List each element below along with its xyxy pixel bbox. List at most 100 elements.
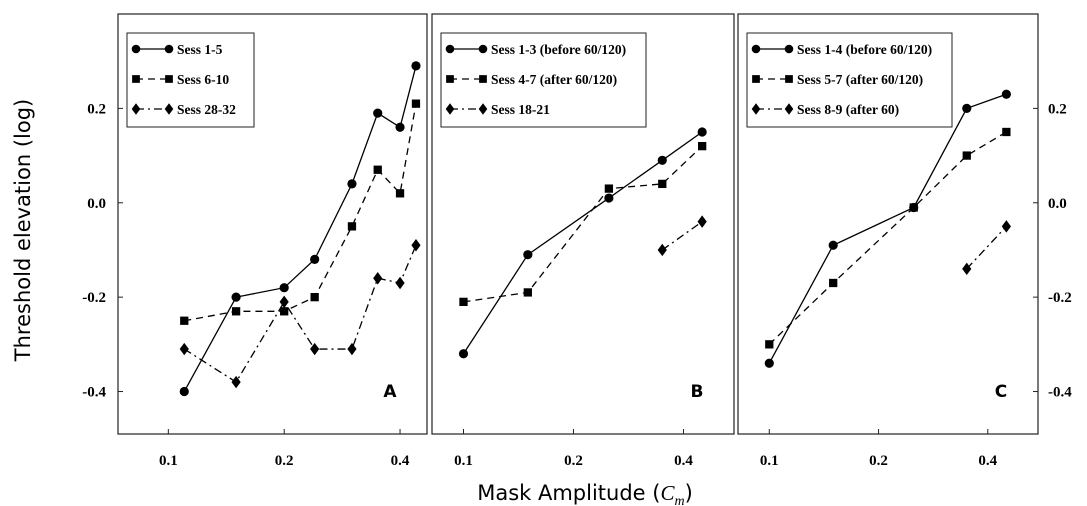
legend-marker [164, 44, 174, 54]
legend-marker [131, 44, 141, 54]
legend-marker [165, 75, 173, 83]
panel-letter: A [383, 382, 397, 402]
data-point [962, 262, 972, 276]
data-point [231, 292, 241, 302]
x-tick-label: 0.2 [275, 453, 294, 469]
legend-marker [131, 103, 141, 115]
data-point [1001, 89, 1011, 99]
series-2 [180, 99, 421, 325]
data-point [411, 99, 421, 108]
data-point [604, 193, 614, 203]
series-line [768, 131, 1007, 345]
legend-label: Sess 8-9 (after 60) [797, 102, 899, 117]
data-point [1002, 127, 1011, 137]
legend-label: Sess 6-10 [177, 72, 229, 87]
legend-marker [784, 44, 794, 54]
data-point [657, 243, 667, 257]
data-point [657, 155, 667, 165]
legend-marker [445, 44, 455, 54]
x-tick-label: 0.4 [978, 453, 997, 469]
legend-label: Sess 18-21 [491, 102, 550, 117]
legend-marker [479, 75, 487, 83]
y-tick-label: 0.2 [1048, 101, 1067, 117]
y-tick-label: -0.2 [82, 290, 106, 306]
panel-b: 0.1 0.2 0.4 Sess 1-3 (before 60/120) Sess 4-… [431, 13, 735, 469]
data-point [765, 340, 774, 349]
series-line [966, 225, 1007, 270]
legend-marker [478, 44, 488, 54]
panel-c: 0.1 0.2 0.4 -0.4 -0.2 0.0 0.2 Sess 1-4 (before … [737, 13, 1072, 469]
series-1 [458, 127, 707, 359]
legend-marker [478, 103, 488, 115]
data-point [658, 179, 667, 189]
data-point [395, 189, 405, 198]
data-point [829, 278, 838, 288]
data-point [310, 293, 319, 302]
data-point [962, 151, 971, 160]
data-point [347, 179, 357, 189]
data-point [411, 61, 421, 71]
legend: Sess 1-4 (before 60/120) Sess 5-7 (after … [746, 32, 953, 128]
series-1 [179, 61, 421, 397]
y-tick-label: 0.0 [1048, 196, 1067, 212]
data-point [828, 240, 838, 250]
legend: Sess 1-3 (before 60/120) Sess 4-7 (after … [440, 32, 647, 128]
legend-marker [785, 75, 793, 83]
panel-letter: B [691, 382, 704, 402]
legend-marker [751, 44, 761, 54]
series-line [463, 145, 703, 303]
panel-frame [431, 13, 735, 435]
legend-label: Sess 1-4 (before 60/120) [797, 42, 932, 57]
data-point [764, 358, 774, 368]
series-3 [962, 220, 1011, 276]
data-point [604, 184, 614, 193]
x-tick-label: 0.4 [674, 453, 693, 469]
legend-marker [751, 103, 761, 115]
data-point [523, 250, 533, 260]
data-point [347, 342, 357, 356]
data-point [279, 283, 289, 293]
y-tick-label: 0.2 [87, 101, 106, 117]
series-line [183, 244, 417, 383]
series-line [462, 131, 703, 355]
legend-marker [445, 103, 455, 115]
series-line [661, 221, 703, 251]
data-point [523, 288, 532, 297]
data-point [310, 342, 320, 356]
x-tick-label: 0.1 [159, 453, 178, 469]
y-tick-label: -0.2 [1048, 290, 1072, 306]
data-point [180, 316, 189, 325]
data-point [231, 375, 241, 389]
data-point [962, 103, 972, 113]
data-point [411, 239, 421, 252]
data-point [373, 165, 382, 174]
legend-label: Sess 5-7 (after 60/120) [797, 72, 923, 87]
panel-frame [737, 13, 1039, 435]
data-point [458, 349, 469, 359]
y-axis-title: Threshold elevation (log) [11, 99, 35, 362]
series-3 [657, 215, 707, 257]
y-tick-label: -0.4 [1048, 385, 1072, 401]
data-point [179, 342, 189, 356]
x-tick-label: 0.1 [454, 453, 473, 469]
data-point [310, 254, 320, 264]
legend-label: Sess 28-32 [177, 102, 236, 117]
panel-letter: C [995, 382, 1007, 402]
series-2 [765, 127, 1011, 349]
legend-label: Sess 4-7 (after 60/120) [491, 72, 617, 87]
data-point [697, 127, 707, 137]
x-tick-label: 0.2 [869, 453, 888, 469]
data-point [280, 307, 289, 316]
legend-label: Sess 1-5 [177, 42, 223, 57]
panel-frame [117, 13, 428, 435]
legend: Sess 1-5 Sess 6-10 Sess 28-32 [126, 32, 255, 128]
data-point [459, 297, 468, 307]
data-point [1001, 220, 1011, 233]
series-2 [459, 141, 707, 307]
legend-marker [132, 75, 140, 83]
series-line [768, 93, 1007, 364]
data-point [279, 295, 289, 309]
data-point [698, 141, 707, 151]
data-point [231, 307, 241, 316]
